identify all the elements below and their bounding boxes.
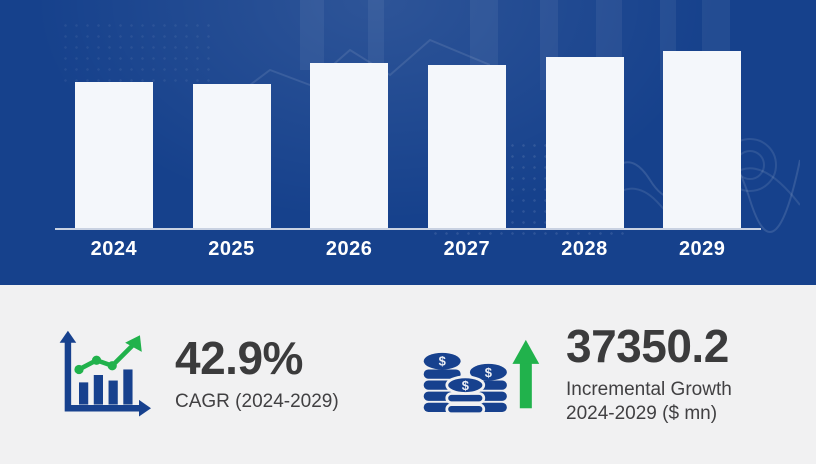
bar-column <box>526 57 644 228</box>
cagr-text: 42.9% CAGR (2024-2029) <box>175 335 339 414</box>
incremental-growth-label-line1: Incremental Growth <box>566 379 732 401</box>
cagr-stat: 42.9% CAGR (2024-2029) <box>55 329 420 421</box>
deco-polyline <box>230 38 490 101</box>
incremental-growth-stat: $ $ $ 37350.2 Incremental Growth 2024- <box>420 323 732 426</box>
bar-column <box>408 65 526 228</box>
bar-2027 <box>427 65 506 228</box>
incremental-growth-label-line2: 2024-2029 ($ mn) <box>566 403 718 424</box>
bar-2026 <box>310 63 389 228</box>
incremental-growth-text: 37350.2 Incremental Growth 2024-2029 ($ … <box>566 323 732 426</box>
deco-candle <box>300 0 324 70</box>
bar-chart: 2024 2025 2026 2027 2028 2029 <box>55 49 761 261</box>
cagr-value: 42.9% <box>175 332 303 385</box>
deco-dots <box>60 20 210 90</box>
svg-text:$: $ <box>462 377 469 392</box>
year-label-2028: 2028 <box>561 238 608 260</box>
bar-column <box>55 82 173 228</box>
bar-column <box>643 51 761 228</box>
coins-growth-icon: $ $ $ <box>423 339 540 415</box>
year-label-2027: 2027 <box>443 238 491 260</box>
bar-2025 <box>192 84 271 228</box>
year-label-2025: 2025 <box>208 238 255 260</box>
bar-2024 <box>74 82 153 228</box>
year-label-2029: 2029 <box>678 238 726 260</box>
incremental-growth-value: 37350.2 <box>566 320 729 373</box>
year-label-2026: 2026 <box>325 238 373 260</box>
bars-row <box>55 49 761 230</box>
bar-2029 <box>663 51 742 228</box>
hero-chart-section: 2024 2025 2026 2027 2028 2029 <box>0 0 816 285</box>
bar-column <box>290 63 408 228</box>
year-label-2024: 2024 <box>90 238 138 260</box>
svg-text:$: $ <box>439 353 446 368</box>
svg-text:$: $ <box>485 364 492 379</box>
growth-chart-icon <box>59 330 151 417</box>
cagr-label: CAGR (2024-2029) <box>175 391 339 413</box>
stats-section: 42.9% CAGR (2024-2029) $ $ <box>0 285 816 464</box>
bar-2028 <box>545 57 624 228</box>
bar-column <box>173 84 291 228</box>
labels-row: 2024 2025 2026 2027 2028 2029 <box>55 230 761 261</box>
